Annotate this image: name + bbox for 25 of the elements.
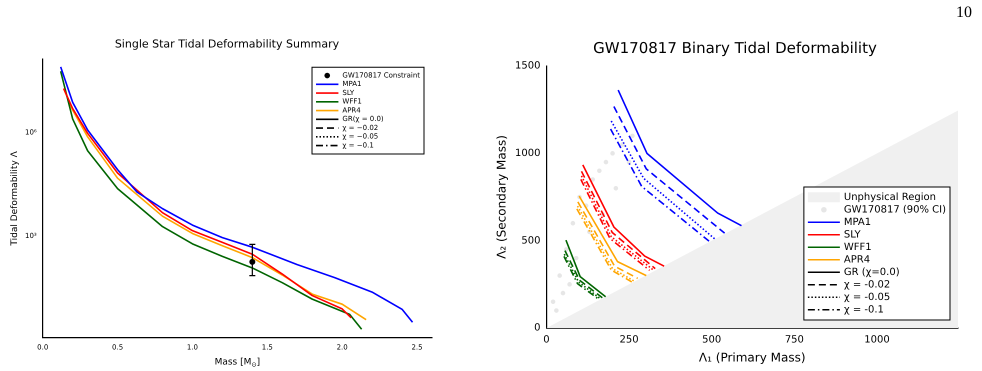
x-tick-label: 750 (784, 334, 804, 346)
legend-label: MPA1 (844, 216, 872, 228)
chart-title: Single Star Tidal Deformability Summary (114, 37, 340, 50)
y-tick-label: 1000 (514, 148, 540, 159)
legend-label: GR (χ=0.0) (844, 266, 900, 278)
y-axis-title: Tidal Deformability Λ (10, 150, 20, 247)
y-tick-label: 1500 (514, 60, 540, 72)
legend-label: χ = -0.05 (844, 292, 890, 303)
legend-label: χ = -0.02 (844, 279, 890, 290)
legend-label: APR4 (844, 254, 870, 266)
legend-label: SLY (844, 229, 862, 240)
x-tick-label: 250 (620, 334, 639, 346)
y-tick-label: 0 (534, 322, 540, 334)
x-tick-label: 500 (702, 334, 722, 346)
x-tick-label: 1000 (864, 334, 890, 346)
legend-label: Unphysical Region (844, 192, 936, 203)
legend-label: χ = -0.1 (844, 304, 884, 316)
x-tick-label: 0 (543, 334, 550, 346)
y-axis-title: Λ₂ (Secondary Mass) (494, 135, 509, 259)
chart-title: GW170817 Binary Tidal Deformability (593, 38, 877, 57)
legend-label: GW170817 (90% CI) (844, 204, 946, 216)
text: 10 (956, 4, 972, 22)
x-axis-title: Λ₁ (Primary Mass) (698, 350, 806, 365)
y-tick-label: 500 (521, 235, 540, 246)
legend-label: WFF1 (844, 242, 872, 253)
